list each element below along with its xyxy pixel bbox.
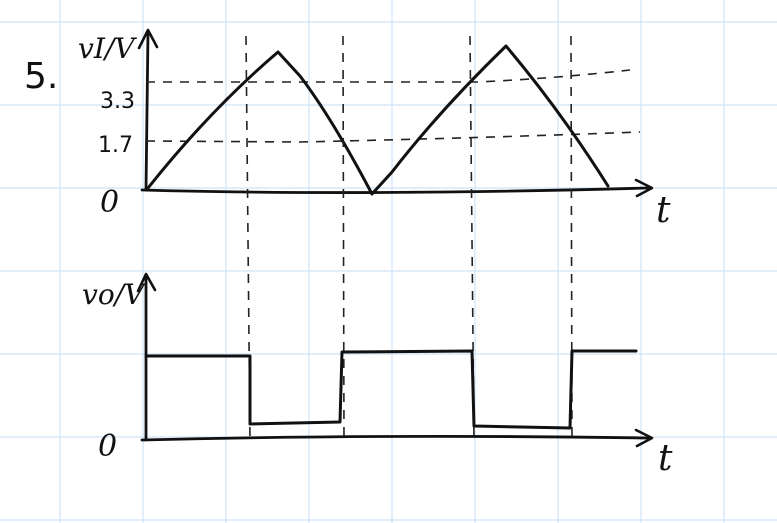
top-plot: vI/V t 0 3.3 1.7 <box>78 28 671 231</box>
top-y-axis-label: vI/V <box>78 32 137 65</box>
top-x-axis <box>140 186 650 194</box>
top-x-axis-arrow <box>634 178 654 198</box>
bottom-y-axis-label: vo/V <box>82 278 147 311</box>
bottom-y-axis-arrow <box>136 272 157 293</box>
problem-number: 5. <box>24 56 58 97</box>
bottom-x-axis <box>140 435 650 442</box>
level-line-3-3 <box>146 69 631 83</box>
top-y-axis-arrow <box>137 28 159 50</box>
top-origin-label: 0 <box>100 185 119 220</box>
top-y-axis <box>144 30 150 192</box>
transition-markers <box>245 35 573 443</box>
triangle-waveform <box>146 44 610 196</box>
level-line-1-7 <box>145 131 641 143</box>
level-label-3-3: 3.3 <box>100 89 135 114</box>
bottom-x-axis-label: t <box>658 438 673 479</box>
level-label-1-7: 1.7 <box>98 133 133 158</box>
square-waveform <box>144 349 638 430</box>
top-x-axis-label: t <box>656 190 671 231</box>
bottom-x-axis-arrow <box>634 428 654 448</box>
transition-line-2 <box>342 35 345 443</box>
bottom-plot: vo/V t 0 <box>82 272 673 479</box>
bottom-origin-label: 0 <box>98 429 117 464</box>
